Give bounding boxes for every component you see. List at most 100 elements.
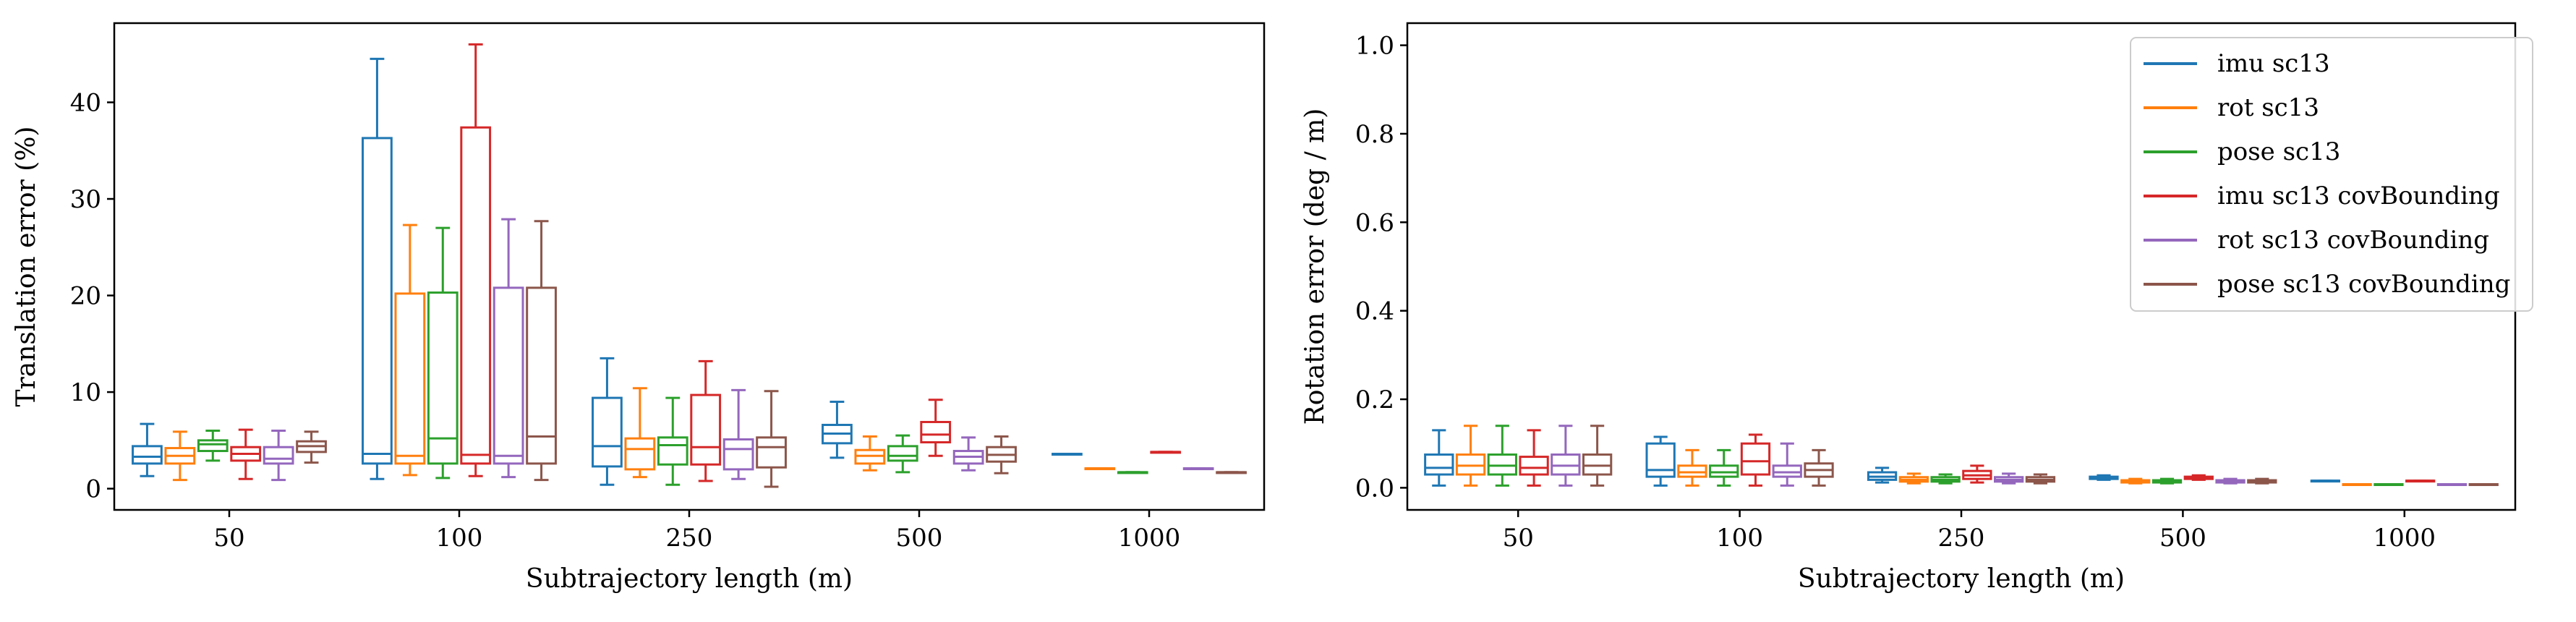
box-plot: [887, 434, 918, 474]
x-tick-label: 100: [436, 524, 483, 553]
iqr-box: [1519, 456, 1549, 476]
y-tick-label: 30: [70, 185, 101, 214]
translation-ticks: 50 100 250 500 1000 0 10 20 30 40: [70, 88, 1181, 553]
box-plot: [952, 436, 984, 472]
iqr-box: [920, 420, 952, 444]
x-tick-label: 1000: [1118, 524, 1181, 553]
series-pose-sc13: [1487, 425, 2404, 487]
iqr-box: [1487, 453, 1517, 476]
box-plot: [230, 428, 262, 480]
box-plot: [920, 399, 952, 457]
box-plot: [526, 220, 557, 482]
x-tick-label: 50: [1503, 524, 1534, 553]
rotation-boxes: [1424, 425, 2499, 487]
y-tick-label: 0.0: [1355, 474, 1394, 503]
iqr-box: [427, 291, 459, 465]
box-plot: [1930, 473, 1961, 485]
translation-y-axis-label: Translation error (%): [12, 127, 41, 407]
box-plot: [2151, 477, 2183, 485]
iqr-box: [492, 286, 524, 465]
box-plot: [492, 218, 524, 479]
box-plot: [1519, 429, 1549, 487]
iqr-box: [394, 292, 426, 465]
series-pose-sc13: [197, 226, 1148, 486]
iqr-box: [460, 126, 492, 465]
y-tick-label: 0.4: [1355, 297, 1394, 326]
box-plot: [2247, 477, 2277, 485]
box-plot: [2120, 477, 2151, 485]
box-plot: [394, 223, 426, 477]
box-plot: [624, 387, 656, 479]
y-tick-label: 20: [70, 282, 101, 311]
iqr-box: [1740, 442, 1771, 476]
translation-x-axis-label: Subtrajectory length (m): [526, 564, 853, 594]
box-plot: [197, 430, 229, 462]
legend: imu sc13 rot sc13 pose sc13 imu sc13 covBou…: [2130, 37, 2533, 312]
series-rot-sc13-covBounding: [1551, 425, 2468, 487]
box-plot: [2310, 480, 2341, 483]
series-imu-sc13: [132, 57, 1083, 486]
box-plot: [460, 43, 492, 477]
box-plot: [1740, 433, 1771, 487]
iqr-box: [263, 446, 294, 465]
box-plot: [1772, 442, 1802, 487]
series-imu-sc13: [1424, 429, 2341, 487]
series-pose-sc13-covBounding: [296, 220, 1247, 488]
iqr-box: [887, 445, 918, 462]
box-plot: [1216, 471, 1247, 474]
y-tick-label: 10: [70, 378, 101, 407]
y-tick-label: 1.0: [1355, 32, 1394, 61]
y-tick-label: 0: [85, 475, 101, 504]
iqr-box: [657, 436, 688, 466]
box-plot: [722, 388, 754, 480]
box-plot: [592, 357, 623, 486]
iqr-box: [1582, 453, 1613, 476]
rotation-x-axis-label: Subtrajectory length (m): [1798, 564, 2125, 594]
box-plot: [2215, 477, 2246, 485]
box-plot: [362, 57, 393, 480]
y-tick-label: 0.2: [1355, 385, 1394, 414]
legend-frame: [2130, 37, 2533, 312]
iqr-box: [1772, 464, 1802, 478]
box-plot: [164, 430, 196, 482]
y-tick-label: 0.8: [1355, 120, 1394, 149]
box-plot: [1962, 464, 1992, 484]
series-imu-sc13-covBounding: [1519, 429, 2436, 487]
iqr-box: [592, 396, 623, 468]
box-plot: [1551, 425, 1581, 487]
translation-boxes: [132, 43, 1247, 488]
series-rot-sc13-covBounding: [263, 218, 1214, 482]
box-plot: [1455, 425, 1486, 487]
series-rot-sc13: [1455, 425, 2372, 487]
iqr-box: [722, 438, 754, 471]
box-plot: [1582, 425, 1613, 487]
box-plot: [1487, 425, 1517, 487]
x-tick-label: 50: [213, 524, 244, 553]
legend-label: rot sc13 covBounding: [2217, 226, 2489, 255]
rotation-y-axis-label: Rotation error (deg / m): [1300, 108, 1330, 425]
legend-label: imu sc13: [2217, 49, 2330, 78]
legend-label: imu sc13 covBounding: [2217, 182, 2500, 210]
box-plot: [2405, 480, 2436, 483]
legend-label: pose sc13: [2217, 137, 2340, 166]
box-plot: [296, 430, 327, 464]
iqr-box: [756, 436, 787, 469]
box-plot: [1645, 435, 1676, 487]
iqr-box: [1677, 464, 1707, 478]
box-plot: [657, 396, 688, 486]
iqr-box: [1645, 442, 1676, 478]
iqr-box: [1551, 453, 1581, 476]
x-tick-label: 100: [1716, 524, 1763, 553]
iqr-box: [1424, 453, 1454, 476]
box-plot: [822, 400, 853, 459]
box-plot: [2089, 474, 2119, 481]
box-plot: [132, 422, 163, 477]
box-plot: [2183, 474, 2214, 481]
y-tick-label: 40: [70, 88, 101, 117]
series-pose-sc13-covBounding: [1582, 425, 2499, 487]
x-tick-label: 500: [896, 524, 943, 553]
x-tick-label: 1000: [2374, 524, 2436, 553]
legend-label: rot sc13: [2217, 93, 2319, 122]
iqr-box: [362, 137, 393, 465]
